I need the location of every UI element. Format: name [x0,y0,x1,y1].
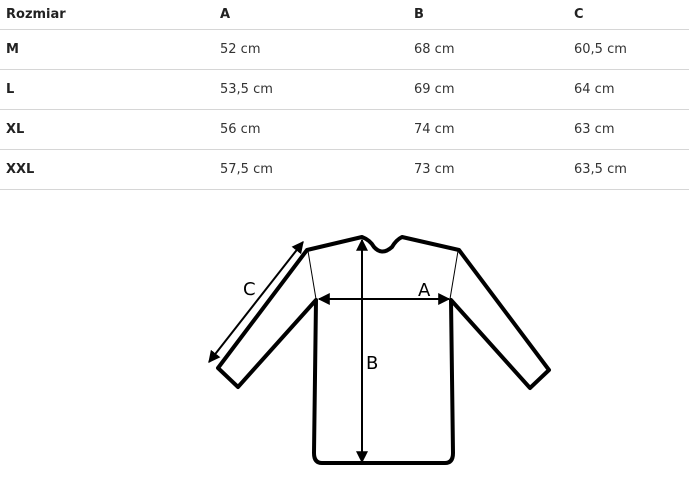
header-c: C [568,0,689,30]
size-table: Rozmiar A B C M 52 cm 68 cm 60,5 cm L 53,5 cm… [0,0,689,190]
label-b: B [366,353,378,374]
measurement-cell: 64 cm [568,69,689,110]
header-b: B [408,0,568,30]
table-row: M 52 cm 68 cm 60,5 cm [0,29,689,70]
table-header-row: Rozmiar A B C [0,0,689,30]
label-a: A [418,280,431,301]
measurement-cell: 56 cm [214,109,408,150]
header-a: A [214,0,408,30]
measurement-cell: 68 cm [408,29,568,70]
size-cell: L [0,69,214,110]
measurement-cell: 73 cm [408,149,568,190]
table-row: L 53,5 cm 69 cm 64 cm [0,69,689,110]
measurement-cell: 63,5 cm [568,149,689,190]
measurement-cell: 69 cm [408,69,568,110]
arrow-c [208,241,304,363]
table-row: XXL 57,5 cm 73 cm 63,5 cm [0,149,689,190]
measurement-cell: 74 cm [408,109,568,150]
size-cell: M [0,29,214,70]
measurement-cell: 53,5 cm [214,69,408,110]
measurement-cell: 63 cm [568,109,689,150]
shirt-outline [216,235,551,465]
table-row: XL 56 cm 74 cm 63 cm [0,109,689,150]
measurement-cell: 52 cm [214,29,408,70]
measurement-cell: 57,5 cm [214,149,408,190]
size-cell: XXL [0,149,214,190]
label-c: C [243,279,256,300]
header-size: Rozmiar [0,0,214,30]
seam-left [307,250,317,300]
measurement-cell: 60,5 cm [568,29,689,70]
size-cell: XL [0,109,214,150]
seam-right [449,250,459,300]
